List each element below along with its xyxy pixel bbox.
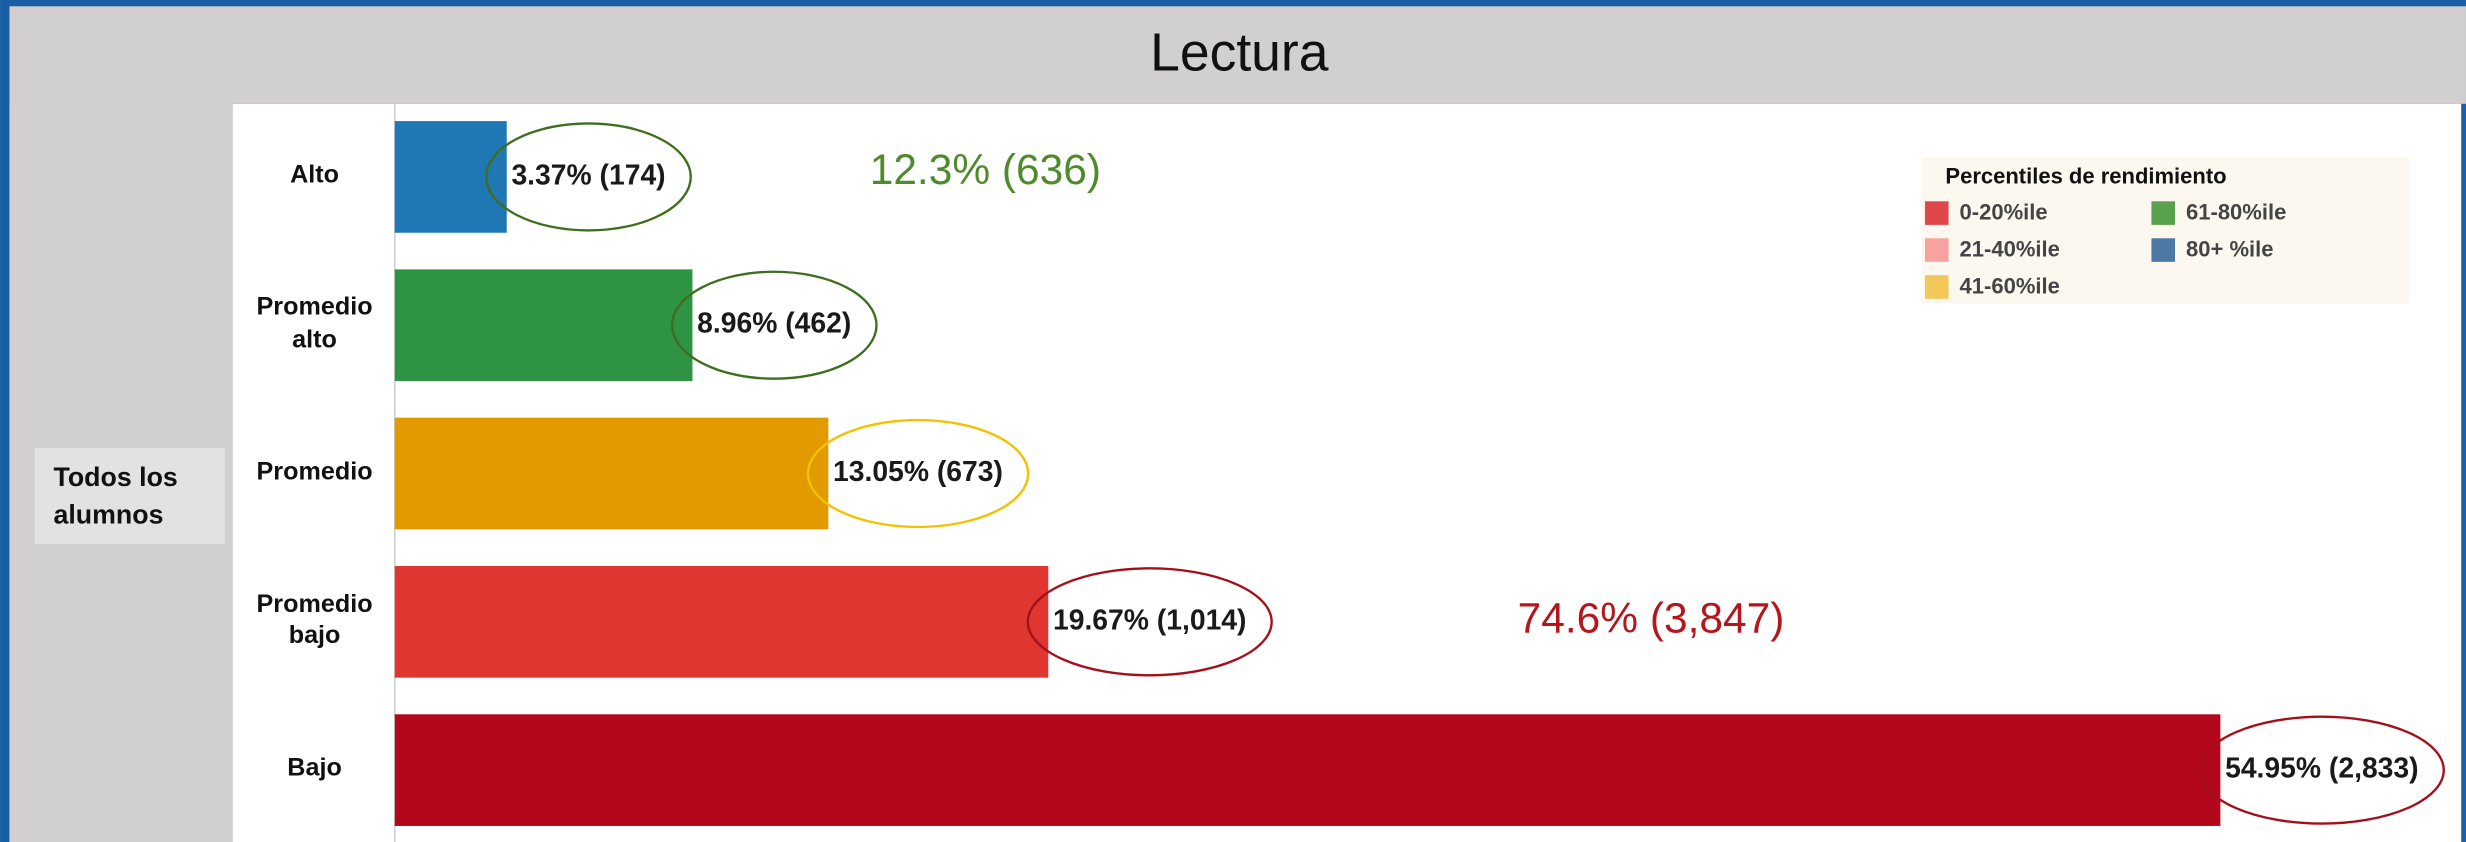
- title-band: [9, 6, 2466, 104]
- annotation: 74.6% (3,847): [1518, 594, 1785, 641]
- value-label: 8.96% (462): [697, 307, 851, 339]
- legend-title: Percentiles de rendimiento: [1945, 164, 2226, 189]
- legend-label: 21-40%ile: [1960, 237, 2060, 262]
- value-label: 54.95% (2,833): [2225, 752, 2419, 784]
- category-label-box: Alto: [290, 162, 340, 189]
- legend-box: [1921, 157, 2410, 304]
- category-label: Bajo: [287, 755, 342, 783]
- legend-swatch: [2151, 238, 2176, 262]
- label-outline: [2198, 715, 2445, 825]
- legend-swatch: [1924, 238, 1949, 262]
- legend-label: 80+ %ile: [2186, 237, 2273, 262]
- category-label: Alto: [290, 162, 340, 189]
- value-label: 3.37% (174): [511, 158, 665, 190]
- label-outline: [485, 122, 692, 232]
- legend-label: 61-80%ile: [2186, 200, 2286, 225]
- category-label: Promedio bajo: [256, 590, 373, 651]
- label-outline: [670, 270, 878, 380]
- annotation: 12.3% (636): [870, 146, 1101, 193]
- category-label-box: Bajo: [287, 755, 342, 783]
- label-outline: [1026, 567, 1273, 677]
- category-label-box: Promedio alto: [256, 294, 373, 354]
- legend-swatch: [2151, 201, 2176, 225]
- bar: [394, 714, 2221, 826]
- bar: [394, 269, 693, 382]
- label-outline: [806, 418, 1030, 529]
- category-label: Promedio: [256, 458, 373, 486]
- category-label-box: Promedio: [256, 458, 373, 486]
- category-label: Promedio alto: [256, 294, 373, 354]
- legend-swatch: [1924, 275, 1949, 299]
- bar: [394, 121, 507, 233]
- value-label: 13.05% (673): [833, 455, 1003, 487]
- group-box: [34, 448, 225, 545]
- legend-label: 0-20%ile: [1960, 200, 2048, 225]
- group-label-box: Todos los alumnos: [53, 461, 178, 530]
- group-label: Todos los alumnos: [53, 461, 178, 530]
- category-label-box: Promedio bajo: [256, 590, 373, 651]
- legend-label: 41-60%ile: [1960, 274, 2060, 299]
- legend-swatch: [1924, 201, 1949, 225]
- bar: [394, 565, 1049, 678]
- value-label: 19.67% (1,014): [1053, 603, 1247, 635]
- chart-title: Lectura: [1150, 24, 1329, 83]
- bar: [394, 417, 829, 530]
